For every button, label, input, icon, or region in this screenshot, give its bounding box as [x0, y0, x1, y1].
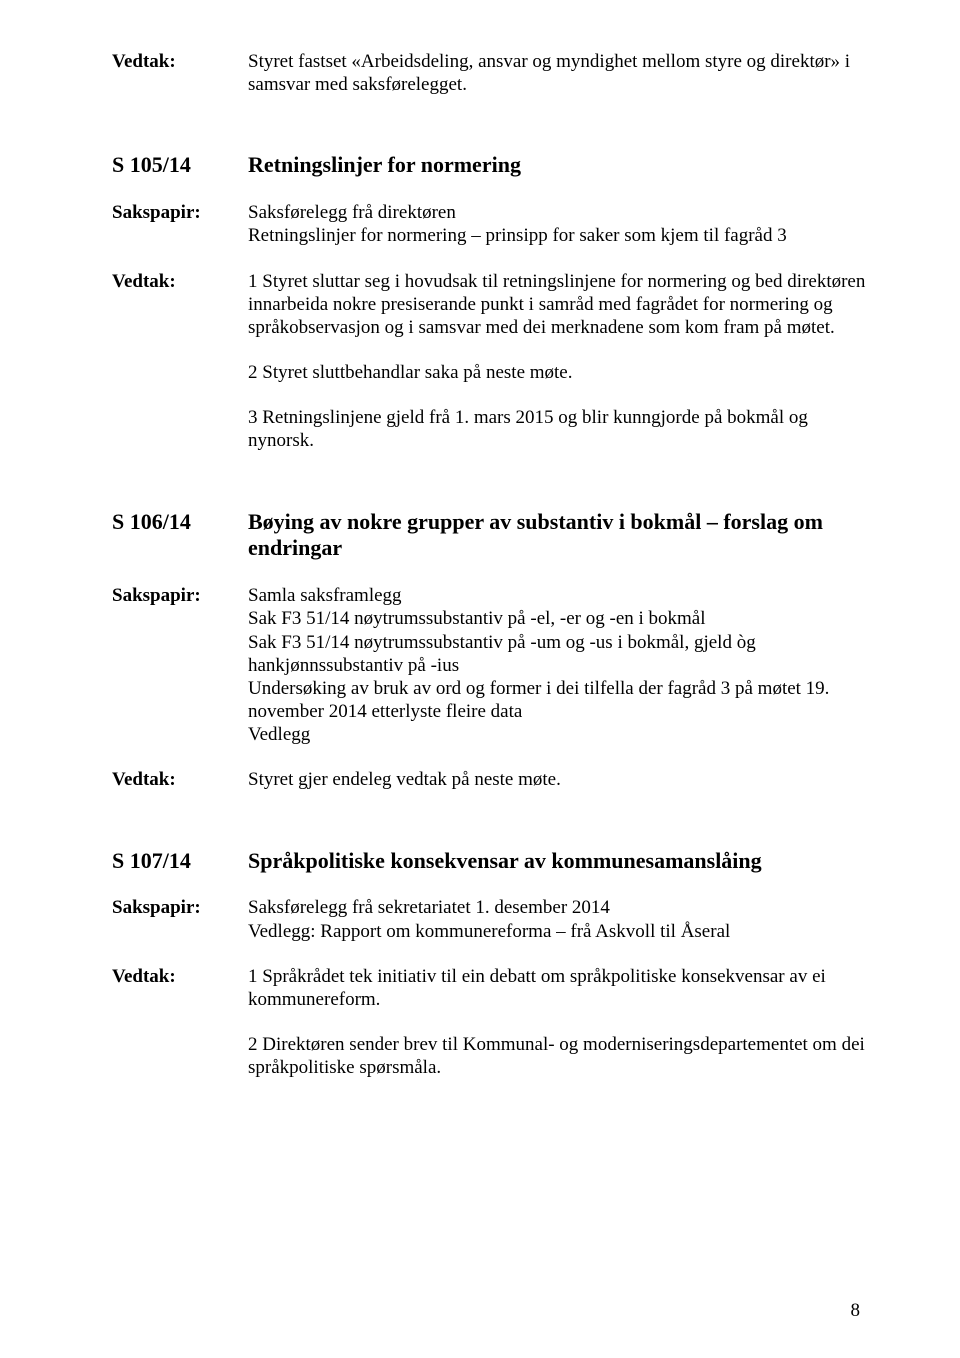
s106-label: S 106/14 [112, 509, 248, 563]
s105-vedtak-row: Vedtak: 1 Styret sluttar seg i hovudsak … [112, 270, 872, 453]
s105-sakspapir-line2: Retningslinjer for normering – prinsipp … [248, 224, 872, 247]
s107-heading-row: S 107/14 Språkpolitiske konsekvensar av … [112, 848, 872, 875]
vedtak-label: Vedtak: [112, 270, 248, 453]
s107-sakspapir-l1: Saksførelegg frå sekretariatet 1. desemb… [248, 896, 872, 919]
s106-heading: Bøying av nokre grupper av substantiv i … [248, 509, 872, 563]
vedtak-label: Vedtak: [112, 768, 248, 791]
s105-vedtak-content: 1 Styret sluttar seg i hovudsak til retn… [248, 270, 872, 453]
s107-sakspapir-content: Saksførelegg frå sekretariatet 1. desemb… [248, 896, 872, 942]
s107-heading: Språkpolitiske konsekvensar av kommunesa… [248, 848, 872, 875]
vedtak-label: Vedtak: [112, 965, 248, 1080]
s107-sakspapir-row: Sakspapir: Saksførelegg frå sekretariate… [112, 896, 872, 942]
document-page: Vedtak: Styret fastset «Arbeidsdeling, a… [0, 0, 960, 1358]
s107-sakspapir-l2: Vedlegg: Rapport om kommunereforma – frå… [248, 920, 872, 943]
s107-vedtak-p1: 1 Språkrådet tek initiativ til ein debat… [248, 965, 872, 1011]
vedtak-label-text: Vedtak: [112, 769, 176, 790]
s107-label: S 107/14 [112, 848, 248, 875]
vedtak-text: Styret fastset «Arbeidsdeling, ansvar og… [248, 50, 872, 96]
s105-sakspapir-line1: Saksførelegg frå direktøren [248, 201, 872, 224]
sakspapir-label: Sakspapir: [112, 896, 248, 942]
s105-vedtak-p3: 3 Retningslinjene gjeld frå 1. mars 2015… [248, 406, 872, 452]
s106-sakspapir-row: Sakspapir: Samla saksframlegg Sak F3 51/… [112, 584, 872, 746]
s105-vedtak-p1: 1 Styret sluttar seg i hovudsak til retn… [248, 270, 872, 340]
s106-vedtak-text: Styret gjer endeleg vedtak på neste møte… [248, 768, 872, 791]
s106-sakspapir-content: Samla saksframlegg Sak F3 51/14 nøytrums… [248, 584, 872, 746]
s105-sakspapir-row: Sakspapir: Saksførelegg frå direktøren R… [112, 201, 872, 247]
s106-heading-row: S 106/14 Bøying av nokre grupper av subs… [112, 509, 872, 563]
s107-vedtak-content: 1 Språkrådet tek initiativ til ein debat… [248, 965, 872, 1080]
s106-sakspapir-l3: Sak F3 51/14 nøytrumssubstantiv på -um o… [248, 631, 872, 677]
sakspapir-label: Sakspapir: [112, 584, 248, 746]
vedtak-label: Vedtak: [112, 50, 248, 96]
s105-sakspapir-content: Saksførelegg frå direktøren Retningslinj… [248, 201, 872, 247]
s106-sakspapir-l2: Sak F3 51/14 nøytrumssubstantiv på -el, … [248, 607, 872, 630]
s107-vedtak-p2: 2 Direktøren sender brev til Kommunal- o… [248, 1033, 872, 1079]
s106-sakspapir-l5: Vedlegg [248, 723, 872, 746]
page-number: 8 [851, 1299, 861, 1322]
s107-vedtak-row: Vedtak: 1 Språkrådet tek initiativ til e… [112, 965, 872, 1080]
s105-label: S 105/14 [112, 152, 248, 179]
s105-vedtak-p2: 2 Styret sluttbehandlar saka på neste mø… [248, 361, 872, 384]
s106-sakspapir-l4: Undersøking av bruk av ord og former i d… [248, 677, 872, 723]
vedtak-row: Vedtak: Styret fastset «Arbeidsdeling, a… [112, 50, 872, 96]
s106-sakspapir-l1: Samla saksframlegg [248, 584, 872, 607]
sakspapir-label: Sakspapir: [112, 201, 248, 247]
s105-heading-row: S 105/14 Retningslinjer for normering [112, 152, 872, 179]
s105-heading: Retningslinjer for normering [248, 152, 872, 179]
s106-vedtak-row: Vedtak: Styret gjer endeleg vedtak på ne… [112, 768, 872, 791]
